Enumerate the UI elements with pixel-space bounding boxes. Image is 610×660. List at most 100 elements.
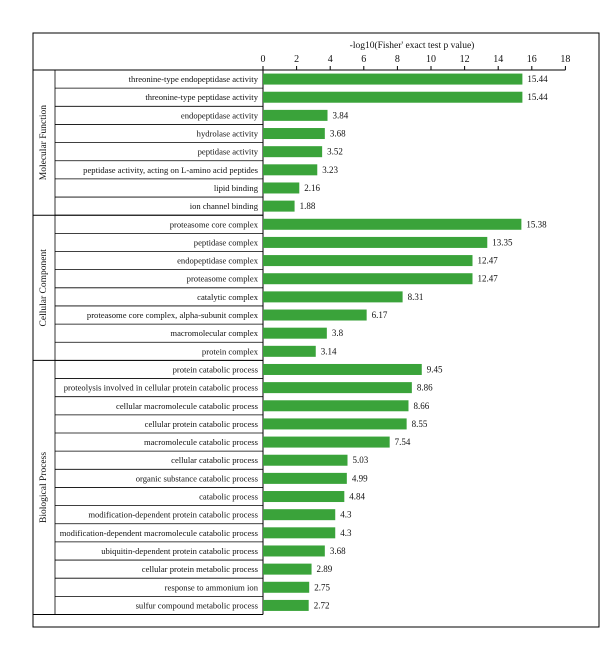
category-label: hydrolase activity [197,129,259,139]
bar [263,563,312,575]
x-tick-label: 12 [460,54,470,65]
bar [263,472,347,484]
category-label: sulfur compound metabolic process [136,600,259,610]
value-label: 4.3 [340,528,352,538]
value-label: 12.47 [477,256,498,266]
x-tick-label: 8 [395,54,400,65]
bar-row: proteolysis involved in cellular protein… [55,382,433,398]
category-label: catabolic process [199,492,259,502]
bar-row: catalytic complex 8.31 [55,291,423,307]
bar [263,491,345,503]
bar-row: cellular macromolecule catabolic process… [55,400,430,416]
bar-row: modification-dependent macromolecule cat… [55,527,352,543]
bar [263,345,316,357]
group-label: Molecular Function [39,105,49,180]
bar-row: response to ammonium ion 2.75 [55,581,330,597]
category-label: modification-dependent protein catabolic… [88,510,258,520]
bar-row: sulfur compound metabolic process 2.72 [55,599,329,615]
value-label: 5.03 [353,455,369,465]
value-label: 3.52 [327,147,343,157]
category-label: lipid binding [214,183,259,193]
value-label: 13.35 [492,237,513,247]
group-label: Biological Process [39,452,49,523]
value-label: 3.68 [330,129,346,139]
bar [263,400,409,412]
bar [263,599,309,611]
category-label: proteasome core complex [170,219,259,229]
bar [263,91,523,103]
x-tick-label: 2 [294,54,299,65]
bar-row: macromolecular complex 3.8 [55,327,344,343]
bar-row: proteasome complex 12.47 [55,273,498,289]
value-label: 3.8 [332,328,344,338]
x-tick-label: 16 [527,54,537,65]
value-label: 15.44 [527,74,548,84]
value-label: 9.45 [427,364,443,374]
bar [263,309,367,321]
category-label: protein catabolic process [173,364,259,374]
bar-row: macromolecule catabolic process 7.54 [55,436,411,452]
value-label: 8.55 [412,419,428,429]
bar-row: cellular protein metabolic process 2.89 [55,563,333,579]
category-label: organic substance catabolic process [136,473,259,483]
category-label: cellular macromolecule catabolic process [116,401,259,411]
bar [263,255,473,267]
bar [263,509,336,521]
bar [263,436,390,448]
value-label: 3.68 [330,546,346,556]
bar-row: peptidase activity, acting on L-amino ac… [55,164,339,180]
value-label: 7.54 [395,437,411,447]
value-label: 8.66 [413,401,429,411]
bar-row: proteasome core complex, alpha-subunit c… [55,309,388,325]
value-label: 3.14 [321,346,337,356]
bar [263,527,336,539]
category-label: endopeptidase complex [177,256,259,266]
category-label: threonine-type peptidase activity [145,92,258,102]
category-label: catalytic complex [197,292,259,302]
value-label: 2.75 [314,582,330,592]
bar-row: ubiquitin-dependent protein catabolic pr… [55,545,346,561]
value-label: 2.16 [304,183,320,193]
category-label: peptidase activity, acting on L-amino ac… [83,165,258,175]
category-label: endopeptidase activity [181,110,259,120]
value-label: 15.38 [526,219,547,229]
bar [263,73,523,85]
group-0: Molecular Function [33,69,263,180]
category-label: proteolysis involved in cellular protein… [64,383,259,393]
bar-row: threonine-type endopeptidase activity 15.… [55,73,548,89]
bar [263,545,325,557]
bar-row: hydrolase activity 3.68 [55,128,346,144]
bar-row: catabolic process 4.84 [55,491,366,507]
bar-row: lipid binding 2.16 [55,182,321,198]
value-label: 8.86 [417,383,433,393]
x-tick-label: 0 [261,54,266,65]
group-2: Biological Process [33,359,263,523]
bar [263,454,348,466]
value-label: 12.47 [477,274,498,284]
bar-row: organic substance catabolic process 4.99 [55,472,368,488]
category-label: protein complex [202,346,259,356]
bar [263,363,422,375]
x-tick-label: 10 [426,54,436,65]
value-label: 1.88 [300,201,316,211]
x-tick-label: 14 [493,54,503,65]
value-label: 4.99 [352,473,368,483]
bar-row: ion channel binding 1.88 [55,200,316,216]
bar-row: protein catabolic process 9.45 [55,363,443,379]
bar-row: threonine-type peptidase activity 15.44 [55,91,548,107]
bar [263,291,403,303]
bar-row: protein complex 3.14 [55,345,337,361]
value-label: 4.84 [349,492,365,502]
category-groups: Molecular Function Cellular Component Biol… [33,69,263,615]
category-label: proteasome core complex, alpha-subunit c… [87,310,259,320]
bar [263,236,488,248]
category-label: cellular catabolic process [171,455,259,465]
category-label: cellular protein metabolic process [142,564,259,574]
category-label: macromolecular complex [170,328,258,338]
bar [263,200,295,212]
category-label: response to ammonium ion [165,582,259,592]
category-label: cellular protein catabolic process [145,419,259,429]
value-label: 6.17 [372,310,388,320]
bar-row: peptidase complex 13.35 [55,236,513,252]
